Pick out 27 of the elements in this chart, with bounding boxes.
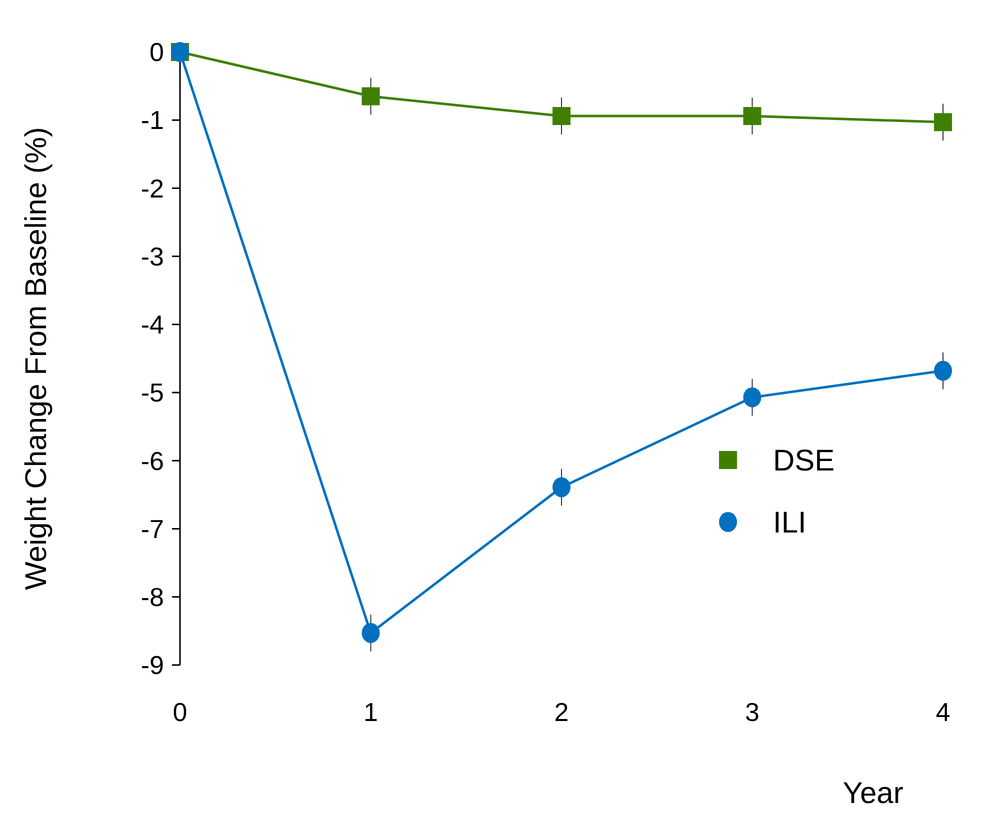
- y-tick-label: -1: [140, 105, 164, 136]
- point: [743, 387, 762, 408]
- point: [552, 107, 570, 126]
- y-tick-label: -9: [140, 650, 164, 680]
- point: [362, 87, 380, 106]
- y-tick-label: -3: [140, 241, 164, 272]
- y-tick-label: -5: [140, 378, 164, 408]
- y-tick-label: -2: [140, 173, 164, 204]
- x-axis-title: Year: [842, 777, 904, 810]
- y-axis-title: Weight Change From Baseline (%): [20, 127, 53, 590]
- x-tick-label: 2: [554, 697, 569, 727]
- x-tick-label: 1: [364, 697, 378, 727]
- point: [934, 113, 952, 132]
- y-tick-label: -6: [140, 446, 164, 476]
- y-tick-label: -8: [140, 582, 164, 612]
- point: [743, 107, 762, 126]
- x-tick-label: 4: [936, 697, 950, 727]
- y-tick-label: 0: [150, 37, 164, 68]
- legend-label: ILI: [773, 506, 806, 540]
- point: [362, 622, 380, 643]
- x-tick-label: 0: [172, 697, 188, 727]
- x-tick-label: 3: [745, 697, 760, 727]
- legend-label: DSE: [773, 444, 835, 478]
- point: [934, 360, 952, 381]
- y-tick-label: -4: [140, 310, 164, 340]
- point: [552, 477, 570, 498]
- y-tick-label: -7: [140, 514, 164, 544]
